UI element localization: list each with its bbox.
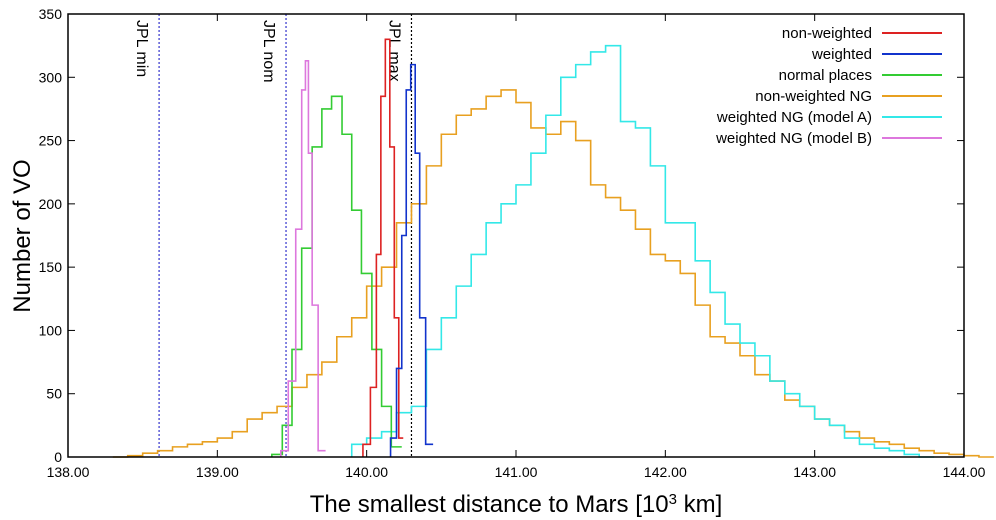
series-normal-places (271, 95, 402, 457)
x-tick-label: 143.00 (793, 464, 836, 480)
legend-label: weighted NG (model A) (716, 109, 872, 126)
x-axis-title-main: The smallest distance to Mars [10 (310, 491, 669, 518)
y-tick-label: 0 (54, 449, 62, 465)
reference-line-label: JPL min (133, 20, 150, 77)
legend-label: non-weighted (782, 25, 872, 42)
series-layer (112, 38, 994, 458)
legend-label: normal places (779, 67, 872, 84)
x-tick-label: 141.00 (495, 464, 538, 480)
x-axis-title: The smallest distance to Mars [103 km] (310, 491, 723, 519)
x-axis-title-suffix: km] (677, 491, 722, 518)
reference-line-label: JPL nom (260, 20, 277, 83)
x-axis-title-sup: 3 (669, 491, 677, 508)
y-tick-label: 300 (39, 69, 63, 85)
y-tick-label: 250 (39, 133, 63, 149)
x-tick-label: 140.00 (345, 464, 388, 480)
y-tick-label: 200 (39, 196, 63, 212)
y-tick-label: 350 (39, 6, 63, 22)
y-axis-title: Number of VO (9, 159, 36, 312)
legend-label: weighted NG (model B) (715, 130, 872, 147)
series-weighted (389, 63, 434, 457)
x-tick-label: 142.00 (644, 464, 687, 480)
y-tick-label: 50 (46, 386, 62, 402)
series-weighted-ng-model-a- (350, 44, 935, 458)
legend: non-weighted weighted normal places non-wei… (715, 25, 942, 147)
series-non-weighted (362, 38, 404, 457)
y-tick-label: 100 (39, 322, 63, 338)
reference-line-label: JPL max (385, 20, 402, 82)
x-tick-label: 139.00 (196, 464, 239, 480)
y-tick-label: 150 (39, 259, 63, 275)
series-weighted-ng-model-b- (280, 60, 326, 457)
x-tick-label: 138.00 (47, 464, 90, 480)
legend-label: weighted (811, 46, 872, 63)
axes: 138.00 139.00 140.00 141.00 142.00 143.00 144.… (39, 6, 986, 480)
x-tick-label: 144.00 (943, 464, 986, 480)
legend-label: non-weighted NG (755, 88, 872, 105)
